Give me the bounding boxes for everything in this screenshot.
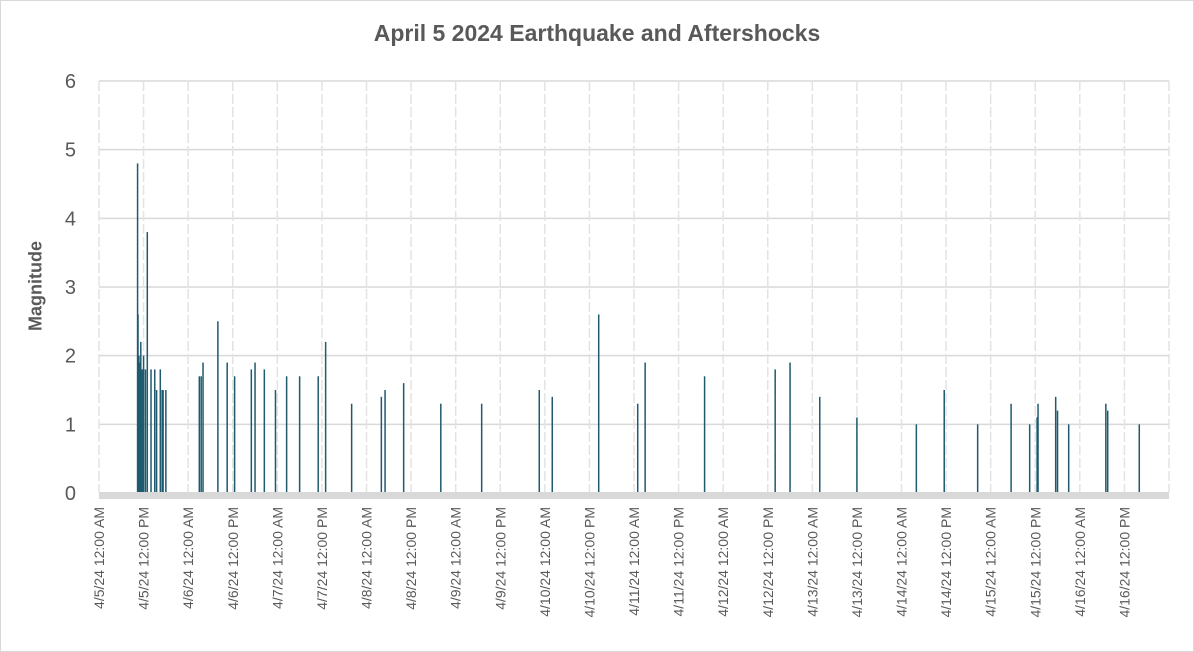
bar (202, 362, 204, 493)
x-tick-label: 4/14/24 12:00 AM (894, 507, 910, 617)
x-tick-label: 4/8/24 12:00 PM (403, 507, 419, 610)
bar (150, 369, 152, 493)
bar (324, 341, 327, 493)
bar (250, 369, 253, 493)
bar (819, 396, 821, 493)
y-tick-label: 1 (65, 414, 76, 436)
x-tick-label: 4/12/24 12:00 AM (715, 507, 731, 617)
bar (254, 362, 256, 493)
x-tick-label: 4/7/24 12:00 AM (269, 507, 285, 609)
bar (943, 390, 945, 493)
bar (1106, 410, 1109, 493)
x-axis-line (99, 492, 1169, 499)
bar (856, 417, 858, 493)
bar (141, 369, 144, 493)
bar (217, 321, 219, 493)
bar (703, 376, 706, 493)
bar (274, 390, 277, 493)
bar (551, 396, 554, 493)
bar (1028, 424, 1031, 493)
chart-title: April 5 2024 Earthquake and Aftershocks (373, 20, 821, 46)
bar (1138, 424, 1141, 493)
bar (142, 355, 145, 493)
bar (915, 424, 918, 493)
bar (350, 403, 353, 493)
bar (1056, 410, 1059, 493)
bar (1037, 403, 1039, 493)
bar (226, 362, 228, 493)
bar (161, 390, 163, 493)
bar (198, 376, 201, 493)
bar (233, 376, 236, 493)
x-tick-label: 4/8/24 12:00 AM (359, 507, 375, 609)
x-tick-label: 4/10/24 12:00 PM (581, 507, 597, 618)
bar (165, 390, 167, 493)
bar (1067, 424, 1070, 493)
bar (440, 403, 442, 493)
bar (644, 362, 646, 493)
bar (317, 376, 319, 493)
x-tick-label: 4/16/24 12:00 PM (1116, 507, 1132, 618)
x-tick-label: 4/6/24 12:00 PM (225, 507, 241, 610)
x-tick-label: 4/11/24 12:00 AM (626, 507, 642, 616)
bar (380, 396, 383, 493)
x-tick-label: 4/11/24 12:00 PM (671, 507, 687, 616)
bar (384, 390, 386, 493)
bar (597, 314, 600, 493)
bar (146, 232, 149, 494)
y-tick-label: 3 (65, 277, 76, 299)
bar (200, 376, 202, 493)
x-tick-label: 4/13/24 12:00 PM (849, 507, 865, 618)
x-tick-label: 4/7/24 12:00 PM (314, 507, 330, 610)
bar (774, 369, 776, 493)
bar (285, 376, 288, 493)
bar (139, 362, 141, 493)
x-tick-label: 4/14/24 12:00 PM (938, 507, 954, 618)
x-tick-label: 4/15/24 12:00 PM (1027, 507, 1043, 618)
y-tick-label: 6 (65, 71, 76, 93)
bar (789, 362, 791, 493)
bar (298, 376, 301, 493)
bar (538, 390, 541, 493)
bar (1054, 396, 1057, 493)
x-tick-label: 4/9/24 12:00 PM (492, 507, 508, 610)
bar (636, 403, 639, 493)
bar (402, 383, 405, 493)
y-tick-label: 4 (65, 208, 76, 230)
y-tick-label: 5 (65, 140, 76, 162)
bar (140, 369, 143, 493)
bar (976, 424, 979, 493)
bar (480, 403, 483, 493)
bar (162, 390, 164, 493)
bar (140, 341, 142, 493)
x-tick-label: 4/5/24 12:00 AM (91, 507, 107, 609)
y-tick-label: 0 (65, 483, 76, 505)
x-tick-label: 4/10/24 12:00 AM (537, 507, 553, 617)
bar (1105, 403, 1107, 493)
bar (263, 369, 266, 493)
bar (144, 369, 147, 493)
x-tick-label: 4/13/24 12:00 AM (804, 507, 820, 617)
y-tick-label: 2 (65, 346, 76, 368)
x-tick-label: 4/6/24 12:00 AM (180, 507, 196, 609)
x-tick-label: 4/15/24 12:00 AM (983, 507, 999, 617)
x-tick-label: 4/9/24 12:00 AM (448, 507, 464, 609)
x-tick-label: 4/5/24 12:00 PM (136, 507, 152, 610)
x-tick-label: 4/16/24 12:00 AM (1072, 507, 1088, 617)
bar (155, 390, 158, 493)
bar (1036, 417, 1038, 493)
bar (1010, 403, 1012, 493)
bar (153, 369, 156, 493)
x-tick-label: 4/12/24 12:00 PM (760, 507, 776, 618)
bar (159, 369, 162, 493)
